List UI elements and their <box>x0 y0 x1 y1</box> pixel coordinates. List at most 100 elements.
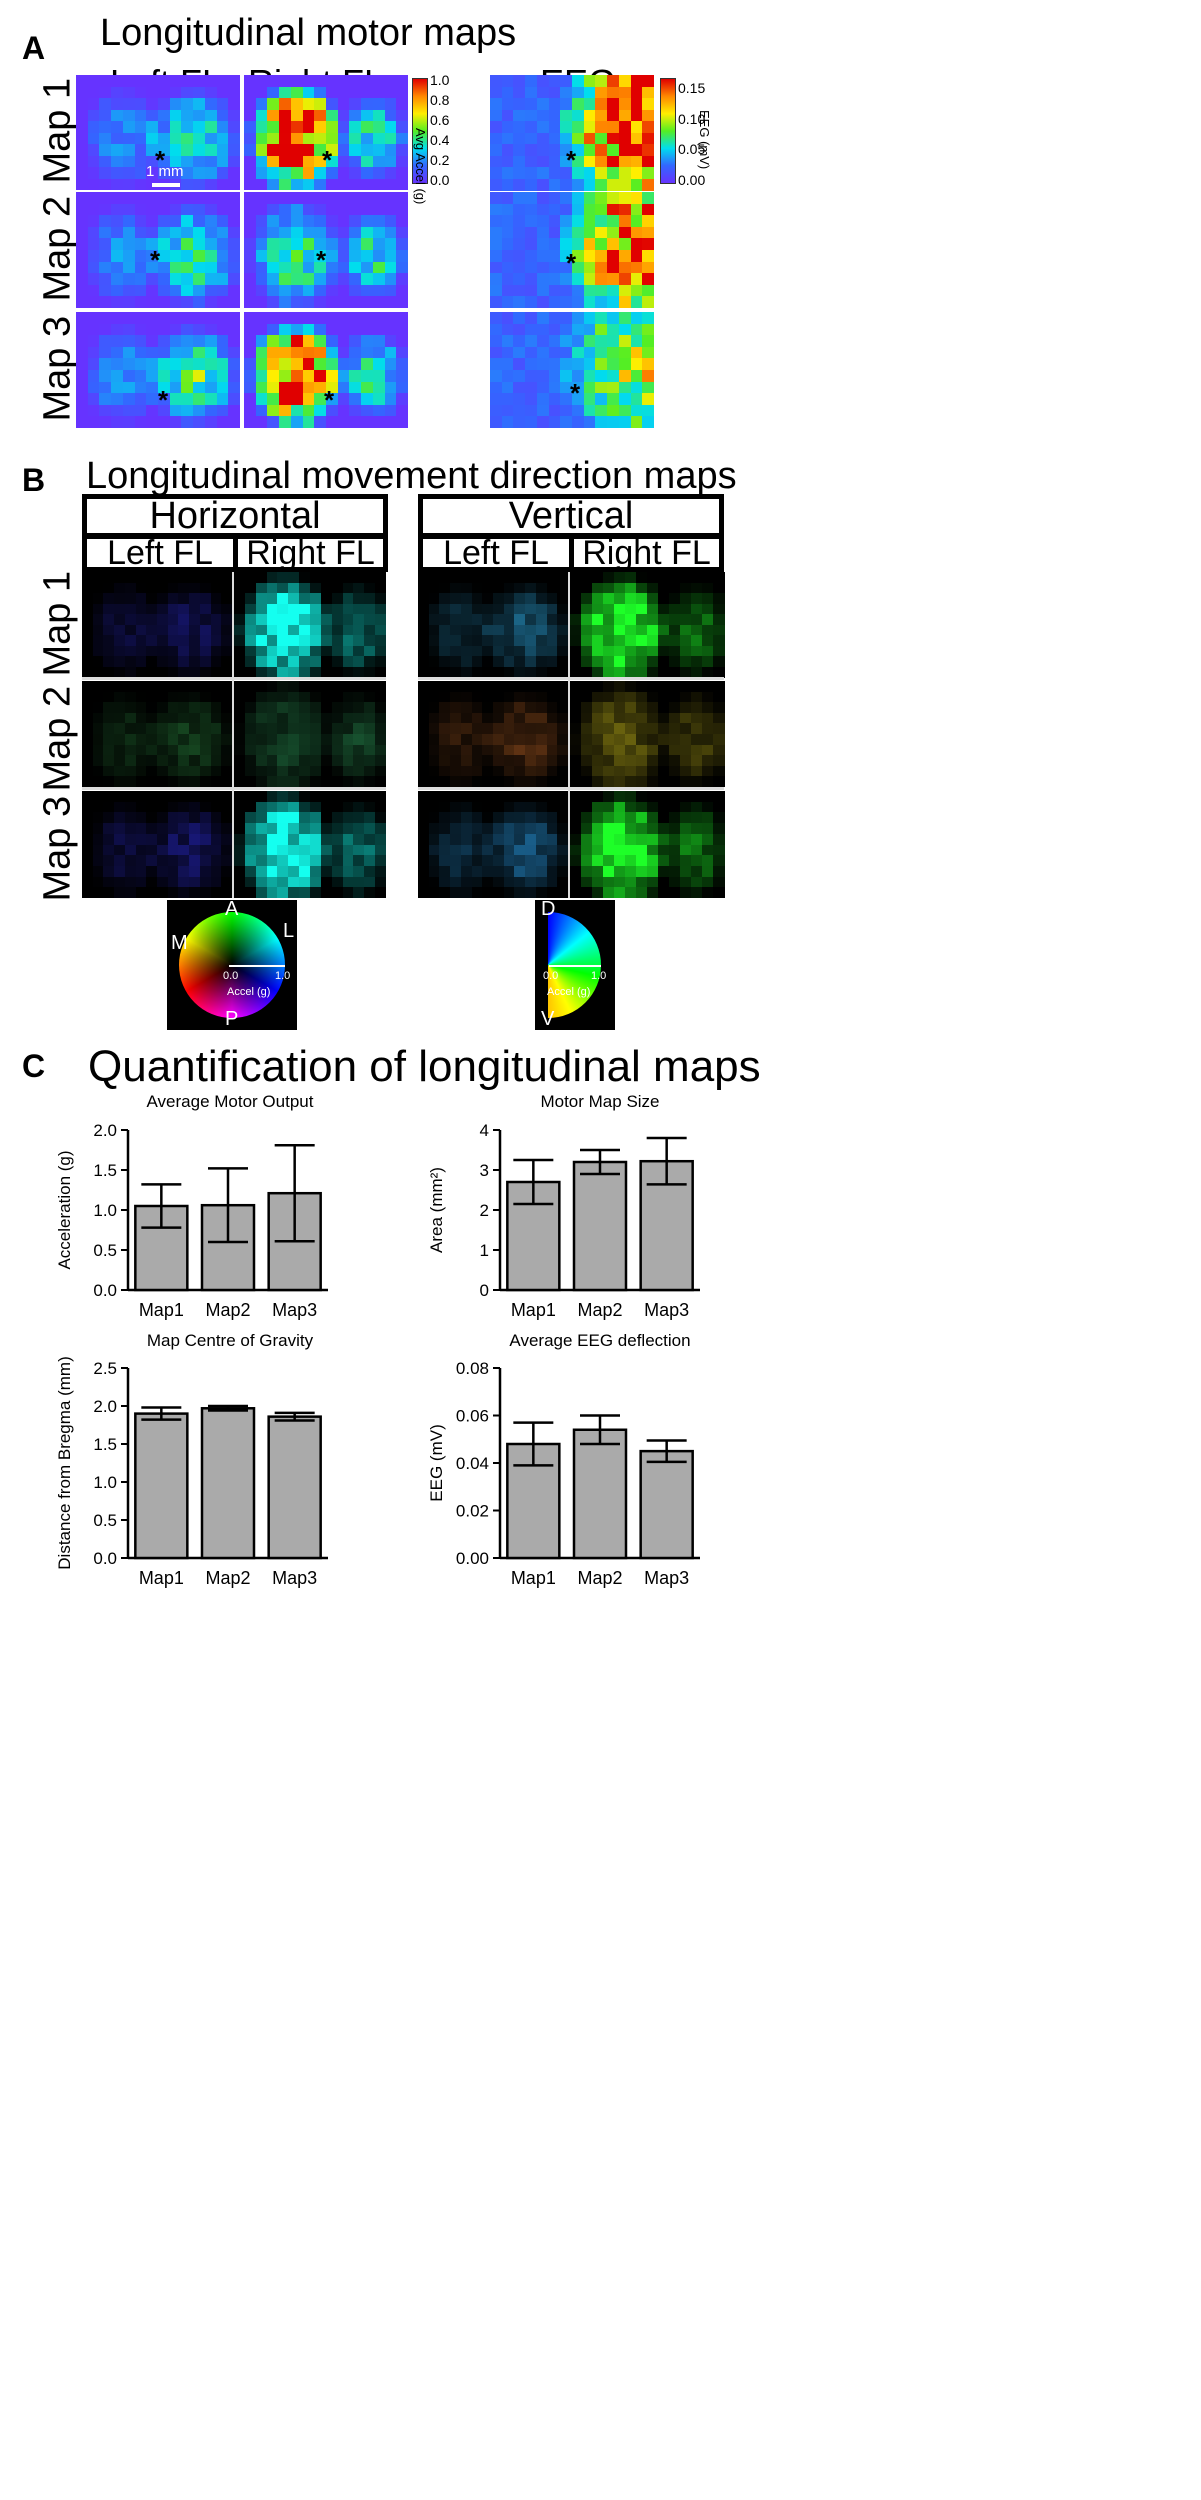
heatmap-cell <box>279 144 292 156</box>
heatmap-cell <box>204 226 218 239</box>
chart-title: Average Motor Output <box>147 1092 314 1111</box>
heatmap-cell <box>76 238 89 251</box>
heatmap-cell <box>99 144 112 156</box>
heatmap-cell <box>384 178 397 191</box>
heatmap-cell <box>255 132 268 145</box>
heatmap-cell <box>228 273 241 286</box>
heatmap-cell <box>87 178 100 191</box>
heatmap-cell <box>314 226 327 239</box>
heatmap-cell <box>349 238 362 251</box>
heatmap-cell <box>134 250 147 263</box>
heatmap-cell <box>146 261 159 274</box>
heatmap-cell <box>372 167 386 179</box>
heatmap-cell <box>337 238 350 251</box>
heatmap-cell <box>349 178 362 191</box>
heatmap-cell <box>302 132 315 145</box>
heatmap-cell <box>158 250 171 263</box>
heatmap-cell <box>169 109 182 122</box>
heatmap-cell <box>396 98 409 110</box>
heatmap-cell <box>122 226 136 239</box>
heatmap-cell <box>255 121 268 133</box>
heatmap-cell <box>158 226 171 239</box>
heatmap-cell <box>193 109 206 122</box>
heatmap-cell <box>384 203 397 216</box>
heatmap-cell <box>99 261 112 274</box>
heatmap-cell <box>255 167 268 179</box>
heatmap-cell <box>111 121 124 133</box>
heatmap-cell <box>158 75 171 87</box>
heatmap-cell <box>290 192 304 205</box>
heatmap-cell <box>267 86 280 99</box>
x-tick-label: Map2 <box>205 1568 250 1588</box>
heatmap-cell <box>111 132 124 145</box>
heatmap-cell <box>76 86 89 99</box>
heatmap-cell <box>204 86 218 99</box>
heatmap-cell <box>146 203 159 216</box>
heatmap-cell <box>181 215 194 228</box>
heatmap-cell <box>314 121 327 133</box>
heatmap-cell <box>204 250 218 263</box>
y-axis-label: Area (mm²) <box>427 1167 446 1253</box>
heatmap-cell <box>302 167 315 179</box>
heatmap-cell <box>302 109 315 122</box>
heatmap-cell <box>87 226 100 239</box>
heatmap-cell <box>349 192 362 205</box>
heatmap-cell <box>111 144 124 156</box>
heatmap-cell <box>146 238 159 251</box>
heatmap-cell <box>87 250 100 263</box>
chart-title: Motor Map Size <box>540 1092 659 1111</box>
heatmap-cell <box>87 296 100 309</box>
heatmap-cell <box>169 98 182 110</box>
heatmap-cell <box>337 167 350 179</box>
heatmap-cell <box>76 273 89 286</box>
heatmap-cell <box>244 144 257 156</box>
heatmap-cell <box>314 155 327 168</box>
heatmap-cell <box>158 284 171 297</box>
heatmap-cell <box>216 296 229 309</box>
heatmap-cell <box>267 192 280 205</box>
heatmap-cell <box>290 98 304 110</box>
heatmap-cell <box>181 226 194 239</box>
heatmap-cell <box>87 167 100 179</box>
heatmap-cell <box>122 132 136 145</box>
heatmap-cell <box>158 238 171 251</box>
heatmap-cell <box>134 273 147 286</box>
heatmap-cell <box>134 178 147 191</box>
heatmap-cell <box>396 178 409 191</box>
heatmap-cell <box>181 155 194 168</box>
heatmap-cell <box>372 75 386 87</box>
heatmap-cell <box>181 109 194 122</box>
y-tick-label: 2.0 <box>93 1121 117 1140</box>
heatmap-cell <box>193 226 206 239</box>
heatmap-cell <box>267 250 280 263</box>
heatmap-cell <box>76 155 89 168</box>
heatmap-cell <box>372 178 386 191</box>
heatmap-cell <box>134 261 147 274</box>
heatmap-cell <box>146 86 159 99</box>
heatmap-cell <box>361 144 374 156</box>
heatmap-cell <box>87 121 100 133</box>
y-tick-label: 0.0 <box>93 1281 117 1300</box>
x-tick-label: Map3 <box>644 1300 689 1320</box>
heatmap-cell <box>111 226 124 239</box>
heatmap-cell <box>372 121 386 133</box>
heatmap-cell <box>279 132 292 145</box>
heatmap-cell <box>158 86 171 99</box>
heatmap-cell <box>87 75 100 87</box>
heatmap-cell <box>326 144 339 156</box>
heatmap-cell <box>216 178 229 191</box>
heatmap-cell <box>279 167 292 179</box>
heatmap-cell <box>279 75 292 87</box>
heatmap-cell <box>361 167 374 179</box>
heatmap-cell <box>361 203 374 216</box>
heatmap-cell <box>99 132 112 145</box>
heatmap-cell <box>384 192 397 205</box>
heatmap-cell <box>216 144 229 156</box>
heatmap-cell <box>181 178 194 191</box>
heatmap-cell <box>146 155 159 168</box>
heatmap-cell <box>290 167 304 179</box>
bar <box>134 1412 189 1560</box>
y-tick-label: 0.04 <box>456 1454 489 1473</box>
heatmap-cell <box>337 155 350 168</box>
heatmap-cell <box>384 86 397 99</box>
